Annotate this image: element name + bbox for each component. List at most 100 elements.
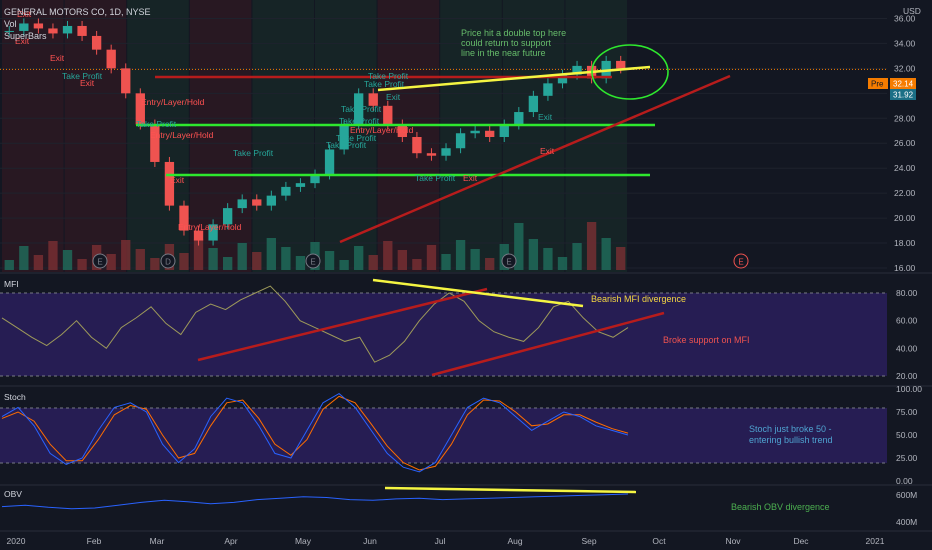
mfi-tick-label: 80.00 (896, 288, 918, 298)
signal-exit-label: Exit (538, 112, 553, 122)
candle-body (252, 199, 262, 206)
candle-body (106, 49, 116, 69)
time-axis-label: Nov (725, 536, 741, 546)
volume-bar (295, 256, 306, 270)
price-tick-label: 28.00 (894, 113, 916, 123)
volume-bar (601, 238, 611, 270)
mfi-tick-label: 60.00 (896, 316, 918, 326)
candle-body (412, 137, 422, 154)
volume-bar (48, 241, 58, 270)
event-marker (92, 253, 108, 269)
stoch-axis: 100.00 75.00 50.00 25.00 0.00 (896, 384, 922, 486)
candle-body (368, 93, 378, 106)
obv-label: OBV (4, 489, 22, 499)
signal-take-profit-label: Take Profit (339, 116, 380, 126)
volume-bars (4, 222, 626, 270)
signal-take-profit-label: Take Profit (415, 173, 456, 183)
candle-body (499, 124, 509, 137)
candle-body (441, 148, 451, 156)
signal-take-profit-label: Take Profit (136, 119, 177, 129)
time-axis-label: Jun (363, 536, 377, 546)
superbars-shade-band (252, 0, 314, 272)
volume-bar (455, 240, 466, 270)
price-tick-label: 22.00 (894, 188, 916, 198)
mfi-support-note: Broke support on MFI (663, 335, 750, 345)
mfi-support-trendline (197, 287, 488, 362)
candle-body (557, 74, 568, 84)
volume-bar (252, 252, 262, 270)
event-marker-label: E (97, 258, 102, 267)
superbars-shade-band (377, 0, 440, 272)
time-axis-label: Mar (150, 536, 165, 546)
annotation-line: line in the near future (461, 48, 546, 58)
event-marker-label: E (506, 258, 511, 267)
volume-bar (368, 255, 378, 270)
time-axis-label: Sep (581, 536, 596, 546)
price-tick-label: 16.00 (894, 263, 916, 273)
mfi-divergence-note: Bearish MFI divergence (591, 294, 686, 304)
candle-body (310, 174, 320, 184)
volume-bar (543, 248, 553, 270)
candle-body (470, 130, 480, 134)
time-axis-label: Dec (793, 536, 809, 546)
candle-body (543, 83, 553, 96)
annotation-line: Price hit a double top here (461, 28, 566, 38)
signal-take-profit-label: Take Profit (233, 148, 274, 158)
candle-body (19, 23, 29, 31)
volume-bar (426, 245, 437, 270)
volume-bar (4, 260, 14, 270)
obv-divergence-trendline (384, 486, 637, 494)
signal-take-profit-label: Take Profit (368, 71, 409, 81)
stoch-k-line (1, 392, 629, 473)
price-axis: 36.0034.0032.0030.0028.0026.0024.0022.00… (894, 13, 916, 273)
price-tick-label: 36.00 (894, 13, 916, 23)
price-tick-label: 24.00 (894, 163, 916, 173)
mfi-support-trendline-2 (431, 311, 665, 377)
candle-body (455, 133, 466, 149)
mfi-line (1, 285, 629, 363)
superbars-legend: SuperBars (4, 31, 47, 41)
candle-body (77, 25, 87, 36)
stoch-tick-label: 75.00 (896, 407, 918, 417)
candle-body (281, 186, 291, 196)
candle-body (179, 205, 189, 231)
candle-body (150, 124, 160, 162)
volume-bar (412, 259, 422, 270)
volume-bar (324, 251, 335, 270)
candle-body (324, 149, 335, 175)
event-marker-label: E (738, 258, 743, 267)
mfi-tick-label: 20.00 (896, 371, 918, 381)
stoch-note-line2: entering bullish trend (749, 435, 833, 445)
volume-bar (121, 240, 131, 270)
candle-body (208, 224, 218, 241)
event-marker-label: E (310, 258, 315, 267)
candle-body (514, 112, 524, 125)
obv-tick: 400M (896, 517, 917, 527)
candle-body (33, 23, 44, 29)
candle-body (616, 60, 626, 69)
candle-body (164, 161, 175, 206)
signal-take-profit-label: Take Profit (341, 104, 382, 114)
volume-bar (354, 246, 364, 270)
volume-bar (19, 246, 29, 270)
candle-body (121, 68, 131, 94)
signal-take-profit-label: Take Profit (326, 140, 367, 150)
vol-legend: Vol (4, 19, 17, 29)
symbol-title: GENERAL MOTORS CO, 1D, NYSE (4, 7, 151, 17)
superbars-shade-band (2, 0, 64, 272)
candle-body (222, 208, 233, 225)
volume-bar (470, 249, 480, 270)
time-axis-label: Aug (507, 536, 522, 546)
superbars-shading (2, 0, 627, 272)
time-axis-label: 2021 (866, 536, 885, 546)
currency-label: USD (903, 6, 921, 16)
volume-bar (77, 259, 87, 270)
last-price-badge (890, 89, 916, 100)
double-top-circle (591, 44, 669, 100)
volume-bar (586, 222, 597, 270)
signal-exit-label: Exit (50, 53, 65, 63)
volume-bar (106, 254, 116, 270)
candle-body (91, 35, 102, 50)
time-axis-label: Jul (435, 536, 446, 546)
